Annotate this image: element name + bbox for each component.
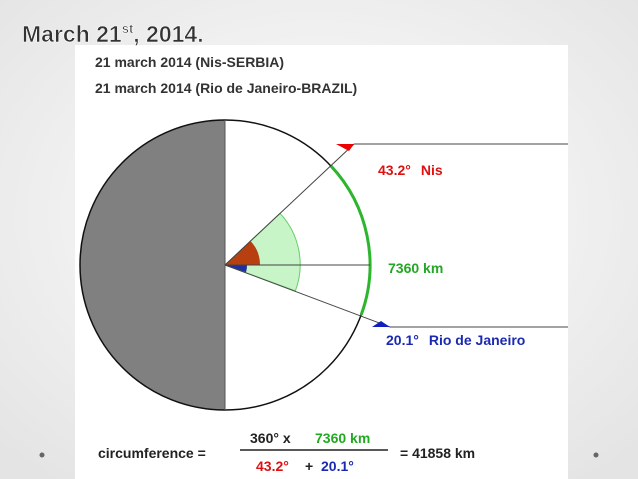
rio-label: 20.1° Rio de Janeiro — [386, 332, 525, 348]
nis-angle-mark — [225, 241, 260, 265]
arc-distance — [329, 164, 372, 316]
nis-name: Nis — [421, 162, 443, 178]
nis-sun-angle — [336, 144, 354, 151]
formula-denominator: 43.2° — [256, 458, 289, 474]
title-sup: st — [122, 21, 134, 36]
rio-name: Rio de Janeiro — [429, 332, 525, 348]
rio-ray — [224, 264, 391, 328]
formula-denominator: 20.1° — [321, 458, 354, 474]
nis-angle: 43.2° — [378, 162, 411, 178]
night-half — [80, 120, 225, 410]
formula-numerator: 360° x — [250, 430, 291, 446]
formula-numerator: 7360 km — [315, 430, 370, 446]
formula-denominator: + — [305, 458, 313, 474]
slide-title: March 21st, 2014. — [22, 21, 204, 47]
bullet — [39, 452, 45, 458]
title-tail: , 2014. — [133, 21, 203, 47]
formula-result: = 41858 km — [400, 445, 475, 461]
rio-sun-angle — [372, 321, 390, 327]
distance-label: 7360 km — [388, 260, 443, 276]
formula-lhs: circumference = — [98, 445, 206, 461]
nis-label: 43.2° Nis — [378, 162, 443, 178]
rio-angle: 20.1° — [386, 332, 419, 348]
heading-line: 21 march 2014 (Nis-SERBIA) — [95, 54, 284, 70]
title-text: March 21 — [22, 21, 122, 47]
bullet — [593, 452, 599, 458]
heading-line: 21 march 2014 (Rio de Janeiro-BRAZIL) — [95, 80, 357, 96]
nis-ray — [224, 143, 355, 266]
